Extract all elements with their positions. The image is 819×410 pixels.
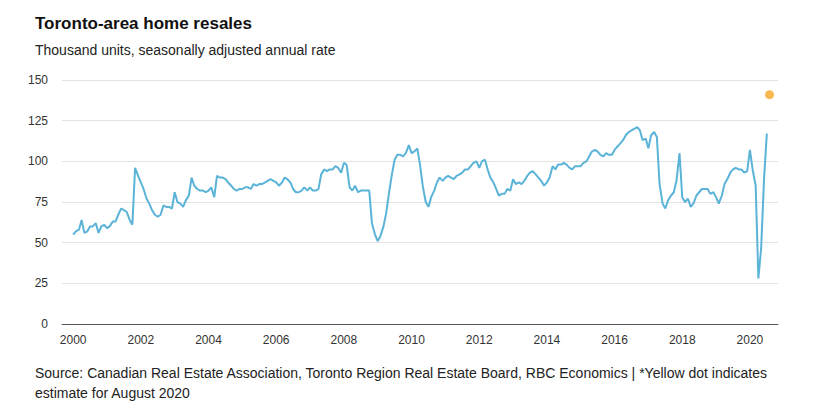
svg-text:Source: Canadian Real Estate A: Source: Canadian Real Estate Association… — [35, 365, 771, 381]
svg-text:estimate for August 2020: estimate for August 2020 — [35, 385, 190, 401]
svg-text:Toronto-area home resales: Toronto-area home resales — [35, 14, 252, 33]
svg-text:2002: 2002 — [127, 333, 154, 347]
svg-text:2004: 2004 — [195, 333, 222, 347]
svg-text:2010: 2010 — [398, 333, 425, 347]
svg-text:2014: 2014 — [534, 333, 561, 347]
svg-text:100: 100 — [28, 154, 48, 168]
svg-text:Thousand units, seasonally adj: Thousand units, seasonally adjusted annu… — [35, 42, 336, 58]
svg-text:2018: 2018 — [669, 333, 696, 347]
svg-text:0: 0 — [41, 317, 48, 331]
svg-text:50: 50 — [35, 236, 49, 250]
svg-text:2020: 2020 — [737, 333, 764, 347]
svg-text:75: 75 — [35, 195, 49, 209]
svg-text:125: 125 — [28, 114, 48, 128]
svg-text:25: 25 — [35, 276, 49, 290]
svg-text:2006: 2006 — [263, 333, 290, 347]
svg-text:2016: 2016 — [601, 333, 628, 347]
svg-text:2008: 2008 — [331, 333, 358, 347]
svg-text:2012: 2012 — [466, 333, 493, 347]
svg-text:2000: 2000 — [60, 333, 87, 347]
svg-text:150: 150 — [28, 73, 48, 87]
